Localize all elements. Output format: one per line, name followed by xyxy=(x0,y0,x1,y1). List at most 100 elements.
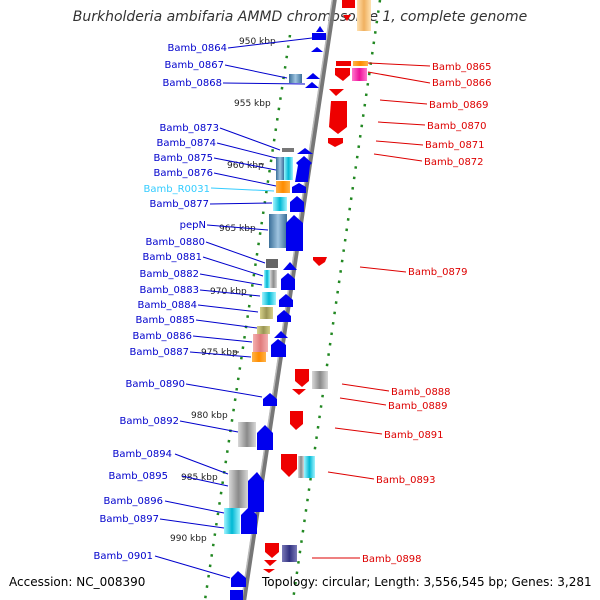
gene-block[interactable] xyxy=(276,181,290,193)
gene-block[interactable] xyxy=(289,74,302,83)
gene-label[interactable]: Bamb_0867 xyxy=(164,60,224,71)
gene-label[interactable]: Bamb_0887 xyxy=(129,347,189,358)
gene-arrow[interactable] xyxy=(231,571,246,587)
gene-arrow[interactable] xyxy=(295,156,312,182)
gene-label[interactable]: pepN xyxy=(180,220,206,231)
gene-arrow[interactable] xyxy=(274,331,288,338)
gene-arrow[interactable] xyxy=(263,569,275,573)
gene-label[interactable]: Bamb_0886 xyxy=(132,331,192,342)
gene-label[interactable]: Bamb_0893 xyxy=(376,475,436,486)
gene-arrow[interactable] xyxy=(313,257,327,266)
gene-label[interactable]: Bamb_0895 xyxy=(108,471,168,482)
gene-block[interactable] xyxy=(264,270,270,288)
gene-block[interactable] xyxy=(284,157,293,180)
gene-label[interactable]: Bamb_0865 xyxy=(432,62,492,73)
gene-arrow[interactable] xyxy=(241,507,257,534)
right-gene-labels: Bamb_0865 Bamb_0866 Bamb_0869 Bamb_0870 … xyxy=(362,62,492,565)
gene-arrow[interactable] xyxy=(311,47,323,52)
gene-arrow[interactable] xyxy=(316,26,324,32)
gene-label[interactable]: Bamb_0898 xyxy=(362,554,422,565)
gene-block[interactable] xyxy=(342,0,355,8)
gene-block[interactable] xyxy=(282,545,297,562)
gene-block[interactable] xyxy=(282,148,294,152)
gene-label[interactable]: Bamb_0873 xyxy=(159,123,219,134)
gene-block[interactable] xyxy=(266,259,278,268)
gene-label[interactable]: Bamb_0885 xyxy=(135,315,195,326)
gene-block[interactable] xyxy=(312,371,328,389)
gene-block[interactable] xyxy=(253,334,268,352)
gene-arrow[interactable] xyxy=(290,196,304,212)
gene-block[interactable] xyxy=(269,214,287,248)
gene-block[interactable] xyxy=(257,326,270,334)
gene-arrow[interactable] xyxy=(257,425,273,450)
gene-arrow[interactable] xyxy=(265,543,279,558)
gene-arrow[interactable] xyxy=(277,310,291,322)
gene-label[interactable]: Bamb_0869 xyxy=(429,100,489,111)
gene-arrow[interactable] xyxy=(328,138,343,147)
gene-label[interactable]: Bamb_0882 xyxy=(139,269,199,280)
gene-arrow[interactable] xyxy=(271,339,286,357)
gene-block[interactable] xyxy=(357,0,371,31)
gene-block[interactable] xyxy=(229,470,248,508)
gene-label-rna[interactable]: Bamb_R0031 xyxy=(144,184,210,195)
gene-arrow[interactable] xyxy=(336,61,351,66)
gene-label[interactable]: Bamb_0891 xyxy=(384,430,444,441)
gene-arrow[interactable] xyxy=(329,89,344,96)
gene-block[interactable] xyxy=(224,508,240,534)
gene-label[interactable]: Bamb_0876 xyxy=(153,168,213,179)
gene-arrow[interactable] xyxy=(295,369,309,387)
gene-label[interactable]: Bamb_0872 xyxy=(424,157,484,168)
gene-label[interactable]: Bamb_0866 xyxy=(432,78,492,89)
gene-arrow[interactable] xyxy=(297,148,313,154)
gene-label[interactable]: Bamb_0890 xyxy=(125,379,185,390)
gene-block[interactable] xyxy=(230,590,243,600)
gene-block[interactable] xyxy=(270,270,277,288)
gene-block[interactable] xyxy=(260,307,273,319)
gene-arrow[interactable] xyxy=(283,262,297,270)
gene-arrow[interactable] xyxy=(305,82,319,88)
gene-label[interactable]: Bamb_0894 xyxy=(112,449,172,460)
gene-block[interactable] xyxy=(352,68,367,81)
gene-label[interactable]: Bamb_0881 xyxy=(142,252,202,263)
gene-block[interactable] xyxy=(353,61,368,66)
gene-label[interactable]: Bamb_0864 xyxy=(167,43,227,54)
gene-arrow[interactable] xyxy=(343,15,351,21)
gene-arrow[interactable] xyxy=(279,294,293,307)
gene-arrow[interactable] xyxy=(281,454,297,477)
gene-block[interactable] xyxy=(304,456,315,478)
gene-block[interactable] xyxy=(252,352,266,362)
gene-label[interactable]: Bamb_0883 xyxy=(139,285,199,296)
gene-label[interactable]: Bamb_0871 xyxy=(425,140,485,151)
gene-arrow[interactable] xyxy=(329,101,347,134)
gene-block[interactable] xyxy=(262,292,276,305)
gene-label[interactable]: Bamb_0896 xyxy=(103,496,163,507)
gene-block[interactable] xyxy=(238,422,256,447)
gene-label[interactable]: Bamb_0880 xyxy=(145,237,205,248)
gene-arrow[interactable] xyxy=(306,73,320,79)
gene-arrow[interactable] xyxy=(292,389,306,395)
gene-label[interactable]: Bamb_0888 xyxy=(391,387,451,398)
gene-label[interactable]: Bamb_0868 xyxy=(162,78,222,89)
gene-label[interactable]: Bamb_0874 xyxy=(156,138,216,149)
gene-block[interactable] xyxy=(298,456,304,478)
gene-label[interactable]: Bamb_0877 xyxy=(149,199,209,210)
gene-label[interactable]: Bamb_0901 xyxy=(93,551,153,562)
gene-arrow[interactable] xyxy=(263,393,277,406)
gene-label[interactable]: Bamb_0870 xyxy=(427,121,487,132)
gene-label[interactable]: Bamb_0879 xyxy=(408,267,468,278)
gene-label[interactable]: Bamb_0889 xyxy=(388,401,448,412)
gene-label[interactable]: Bamb_0897 xyxy=(99,514,159,525)
gene-arrow[interactable] xyxy=(292,183,306,193)
gene-label[interactable]: Bamb_0875 xyxy=(153,153,213,164)
gene-arrow[interactable] xyxy=(312,33,326,40)
gene-block[interactable] xyxy=(273,197,287,211)
gene-label[interactable]: Bamb_0884 xyxy=(137,300,197,311)
gene-arrow[interactable] xyxy=(286,215,303,251)
gene-arrow[interactable] xyxy=(335,68,350,81)
gene-arrow[interactable] xyxy=(281,273,295,290)
gene-block[interactable] xyxy=(276,157,284,180)
gene-arrow[interactable] xyxy=(248,472,264,512)
gene-arrow[interactable] xyxy=(264,560,277,566)
gene-label[interactable]: Bamb_0892 xyxy=(119,416,179,427)
gene-arrow[interactable] xyxy=(290,411,303,430)
